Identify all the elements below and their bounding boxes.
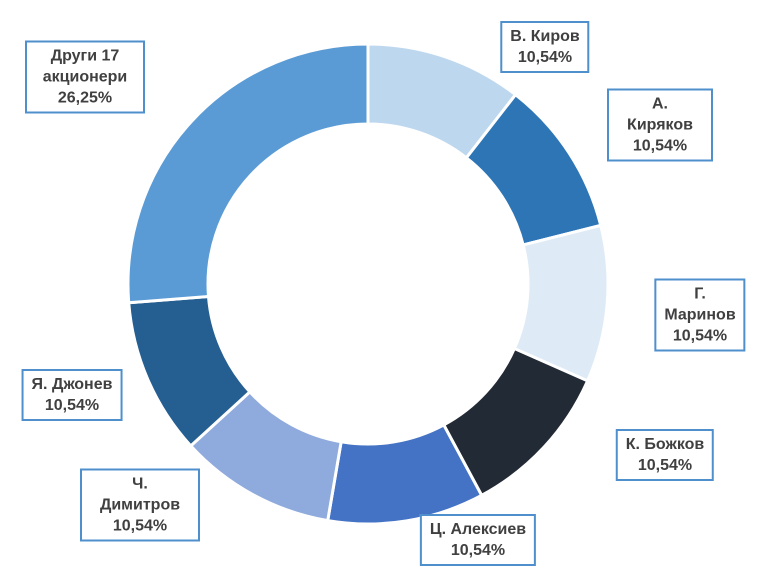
data-label: А. Киряков 10,54% [607,88,713,162]
data-label: Я. Джонев 10,54% [21,369,123,421]
category-label: Я. Джонев [31,376,113,393]
data-label: В. Киров 10,54% [500,21,590,73]
data-label: Други 17 акционери 26,25% [25,40,145,114]
data-label: Г. Маринов 10,54% [654,278,746,352]
category-label: А. Киряков [627,95,693,134]
category-label: Други 17 акционери [42,47,128,86]
value-label: 10,54% [44,397,100,414]
value-label: 10,54% [672,327,728,345]
value-label: 10,54% [632,137,688,155]
value-label: 26,25% [57,89,113,107]
data-label: К. Божков 10,54% [615,429,715,481]
value-label: 10,54% [517,49,573,66]
data-label: Ц. Алексиев 10,54% [419,514,537,566]
value-label: 10,54% [112,517,168,535]
category-label: В. Киров [510,28,580,45]
value-label: 10,54% [637,457,693,474]
category-label: Г. Маринов [664,285,736,324]
category-label: К. Божков [625,436,705,453]
category-label: Ч. Димитров [99,475,181,514]
data-label: Ч. Димитров 10,54% [80,468,200,542]
category-label: Ц. Алексиев [429,521,527,538]
value-label: 10,54% [450,542,506,559]
slice [126,42,370,305]
